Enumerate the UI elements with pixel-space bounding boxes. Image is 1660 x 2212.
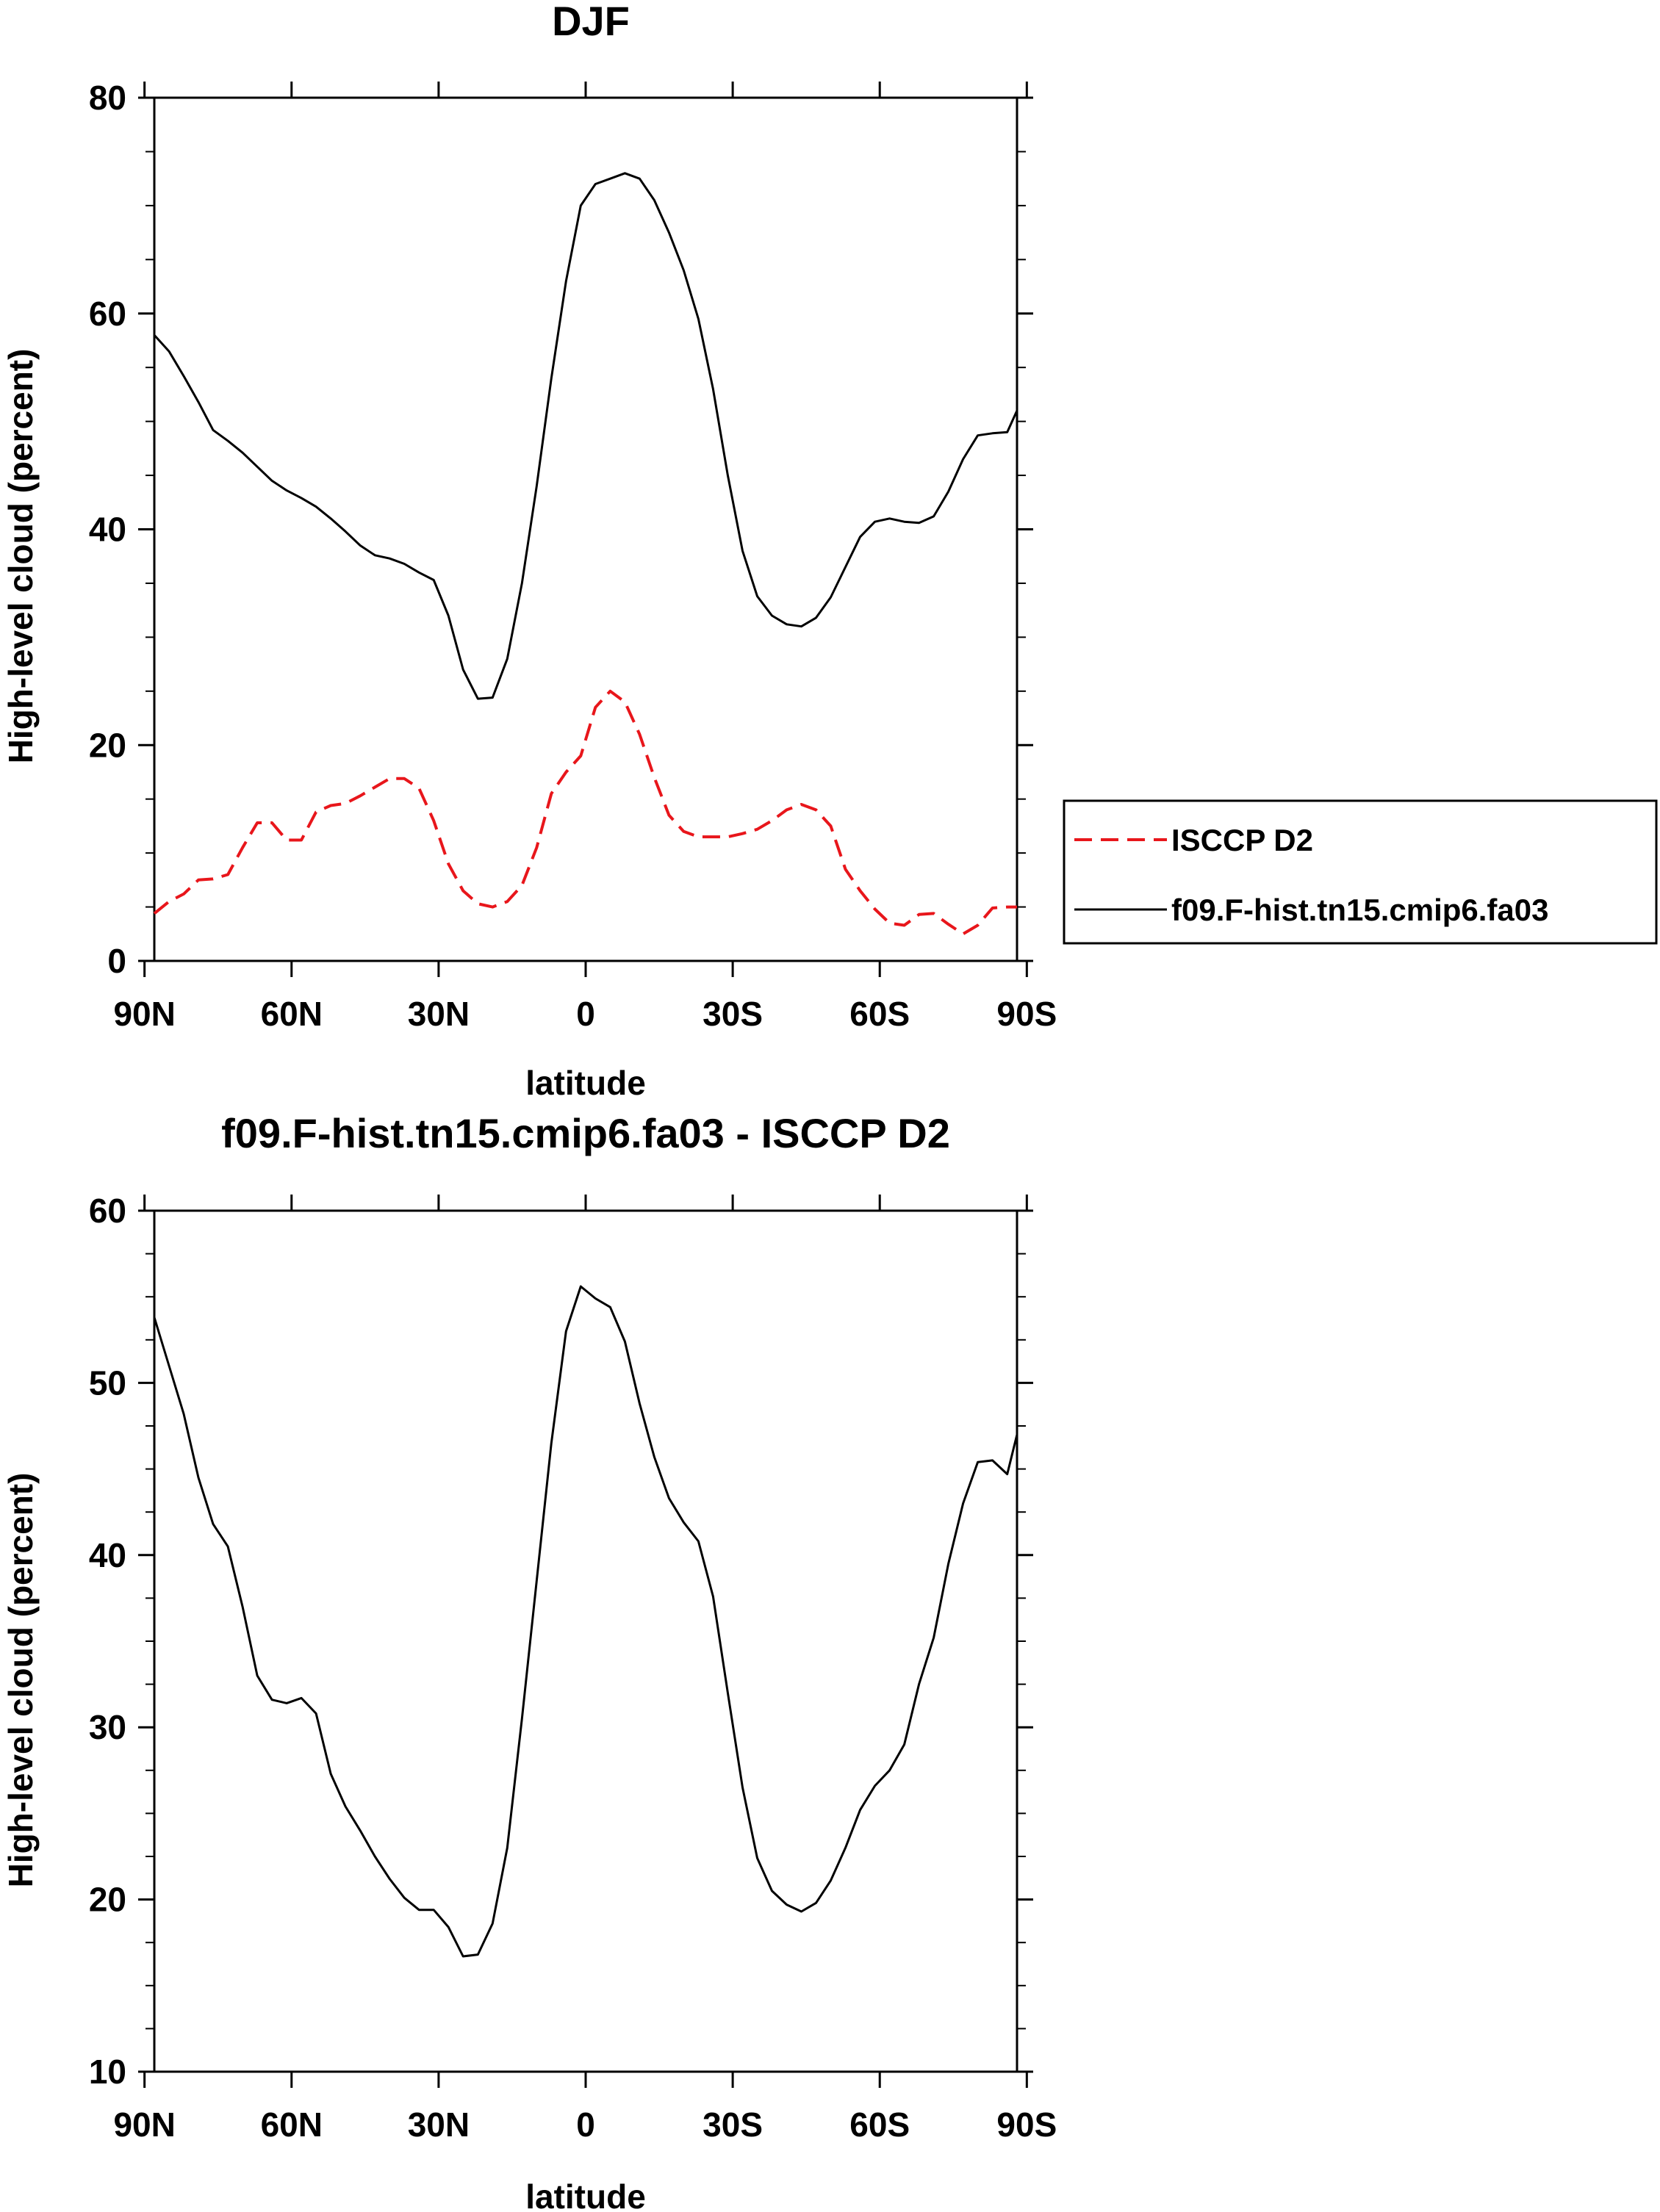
top-xtick-label: 30N <box>408 995 470 1033</box>
top-chart-ylabel: High-level cloud (percent) <box>1 349 40 764</box>
bottom-ytick-label: 20 <box>89 1881 126 1919</box>
bottom-ytick-label: 40 <box>89 1536 126 1574</box>
bottom-ytick-label: 50 <box>89 1363 126 1402</box>
bottom-xtick-label: 0 <box>576 2105 595 2144</box>
top-ytick-label: 80 <box>89 79 126 117</box>
legend-label-isccp-d2: ISCCP D2 <box>1171 823 1313 857</box>
bottom-chart-frame <box>153 1209 1018 2073</box>
top-chart-series <box>153 172 1018 936</box>
top-chart-panel: DJF High-level cloud (percent) latitude … <box>1 0 1057 1102</box>
top-series-line-0 <box>153 689 1017 936</box>
bottom-ytick-label: 10 <box>89 2053 126 2091</box>
legend: ISCCP D2 f09.F-hist.tn15.cmip6.fa03 <box>1063 799 1658 945</box>
top-chart-frame <box>153 96 1018 962</box>
bottom-xtick-label: 30N <box>408 2105 470 2144</box>
top-chart-xlabel: latitude <box>525 1064 646 1102</box>
bottom-chart-title: f09.F-hist.tn15.cmip6.fa03 - ISCCP D2 <box>221 1110 950 1156</box>
top-xtick-label: 60N <box>261 995 323 1033</box>
top-ytick-label: 20 <box>89 726 126 764</box>
top-chart-title: DJF <box>552 0 630 44</box>
bottom-chart-ylabel: High-level cloud (percent) <box>1 1473 40 1888</box>
bottom-xtick-label: 90S <box>996 2105 1057 2144</box>
legend-box <box>1063 799 1658 945</box>
top-xtick-label: 30S <box>703 995 763 1033</box>
bottom-chart-xlabel: latitude <box>525 2177 646 2212</box>
top-xtick-label: 90S <box>996 995 1057 1033</box>
top-xtick-label: 60S <box>849 995 910 1033</box>
top-ytick-label: 60 <box>89 295 126 333</box>
bottom-xtick-label: 30S <box>703 2105 763 2144</box>
top-ytick-label: 40 <box>89 511 126 549</box>
bottom-series-line-0 <box>153 1285 1018 1958</box>
bottom-ytick-label: 60 <box>89 1192 126 1230</box>
top-ytick-label: 0 <box>107 942 126 980</box>
bottom-ytick-label: 30 <box>89 1708 126 1746</box>
bottom-chart-panel: f09.F-hist.tn15.cmip6.fa03 - ISCCP D2 Hi… <box>1 1110 1057 2212</box>
bottom-xtick-label: 60N <box>261 2105 323 2144</box>
top-xtick-label: 0 <box>576 995 595 1033</box>
bottom-chart-ticks: 10 20 30 40 50 60 90N 60N 30N 0 30S 60S 90S <box>89 1192 1057 2144</box>
top-xtick-label: 90N <box>113 995 175 1033</box>
bottom-xtick-label: 60S <box>849 2105 910 2144</box>
bottom-xtick-label: 90N <box>113 2105 175 2144</box>
top-chart-ticks: 0 20 40 60 80 90N 60N 30N 0 30S 60S 90S <box>89 79 1057 1033</box>
bottom-chart-series <box>153 1285 1018 1958</box>
top-series-line-1 <box>153 172 1018 700</box>
legend-label-model: f09.F-hist.tn15.cmip6.fa03 <box>1171 893 1549 927</box>
